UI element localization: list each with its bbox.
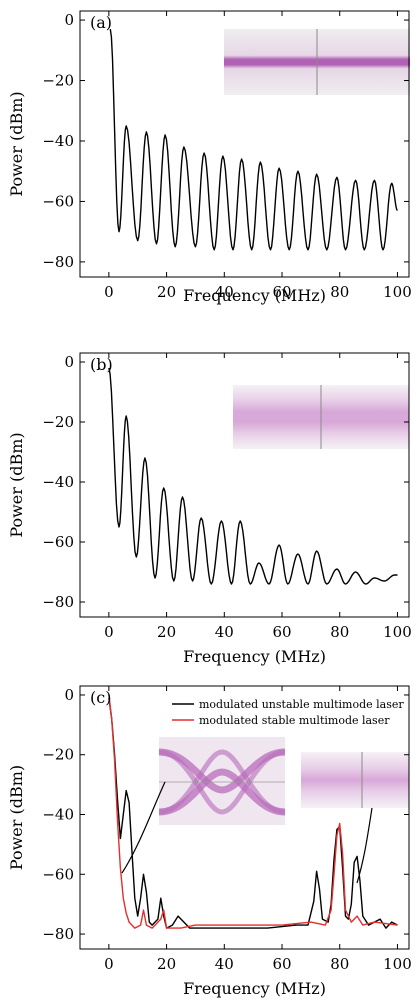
x-tick-label: 80 xyxy=(330,623,349,641)
series-line xyxy=(108,367,398,585)
series-line xyxy=(108,694,398,929)
x-tick-label: 20 xyxy=(157,955,176,973)
plot-frame xyxy=(79,352,410,618)
y-tick-label: 0 xyxy=(64,11,74,29)
eye-cross-trace-2 xyxy=(158,749,286,815)
y-tick-label: −60 xyxy=(42,192,74,210)
x-tick-label: 80 xyxy=(330,955,349,973)
inset-eye-band xyxy=(224,29,410,95)
series-line xyxy=(109,29,399,251)
y-tick-label: −80 xyxy=(42,925,74,943)
x-tick-label: 0 xyxy=(104,283,114,301)
panel-c: 0 20 40 60 80 100 0 −20 −40 −60 −80 Frequency (MHz)… xyxy=(7,685,412,998)
y-axis-label: Power (dBm) xyxy=(7,91,26,196)
y-tick-label: 0 xyxy=(64,686,74,704)
x-tick-label: 60 xyxy=(272,623,291,641)
legend-entry: modulated stable multimode laser xyxy=(199,714,390,727)
y-tick-label: −60 xyxy=(42,533,74,551)
x-tick-label: 0 xyxy=(104,623,114,641)
x-tick-label: 20 xyxy=(157,623,176,641)
inset-pointer xyxy=(121,781,166,874)
series-line xyxy=(108,697,398,929)
eye-cross-trace-1 xyxy=(158,749,286,815)
x-tick-label: 80 xyxy=(330,283,349,301)
x-tick-label: 100 xyxy=(383,283,412,301)
x-tick-label: 40 xyxy=(215,283,234,301)
x-tick-label: 0 xyxy=(104,955,114,973)
plot-frame xyxy=(79,10,410,278)
y-tick-label: −40 xyxy=(42,473,74,491)
x-axis-label: Frequency (MHz) xyxy=(183,979,326,998)
x-tick-label: 100 xyxy=(383,623,412,641)
x-tick-label: 40 xyxy=(215,623,234,641)
y-tick-label: −20 xyxy=(42,413,74,431)
eye-lower-trace xyxy=(158,768,286,816)
y-tick-label: 0 xyxy=(64,353,74,371)
y-tick-label: −40 xyxy=(42,132,74,150)
y-axis-label: Power (dBm) xyxy=(7,432,26,537)
panel-label: (a) xyxy=(90,13,112,32)
inset-background xyxy=(301,752,409,808)
x-tick-label: 100 xyxy=(383,955,412,973)
inset-eye-diagram xyxy=(158,737,286,825)
y-tick-label: −80 xyxy=(42,253,74,271)
y-tick-label: −20 xyxy=(42,72,74,90)
x-tick-label: 60 xyxy=(272,955,291,973)
eye-upper-trace xyxy=(158,748,286,794)
x-tick-label: 20 xyxy=(157,283,176,301)
inset-eye-band xyxy=(301,752,409,808)
legend: modulated unstable multimode laser modula… xyxy=(172,698,404,727)
inset-eye-band xyxy=(233,385,409,449)
y-tick-label: −80 xyxy=(42,593,74,611)
x-tick-label: 60 xyxy=(272,283,291,301)
panel-label: (c) xyxy=(90,688,111,707)
y-tick-label: −20 xyxy=(42,746,74,764)
panel-label: (b) xyxy=(90,355,113,374)
y-tick-label: −60 xyxy=(42,865,74,883)
plot-frame xyxy=(79,685,410,950)
panel-b: 0 20 40 60 80 100 0 −20 −40 −60 −80 Frequency (MHz)… xyxy=(7,352,412,666)
x-axis-label: Frequency (MHz) xyxy=(183,286,326,305)
x-tick-label: 40 xyxy=(215,955,234,973)
x-axis-label: Frequency (MHz) xyxy=(183,647,326,666)
y-axis-label: Power (dBm) xyxy=(7,765,26,870)
legend-entry: modulated unstable multimode laser xyxy=(199,698,404,711)
panel-a: 0 20 40 60 80 100 0 −20 −40 −60 −80 Frequency (MHz)… xyxy=(7,10,412,305)
y-tick-label: −40 xyxy=(42,806,74,824)
